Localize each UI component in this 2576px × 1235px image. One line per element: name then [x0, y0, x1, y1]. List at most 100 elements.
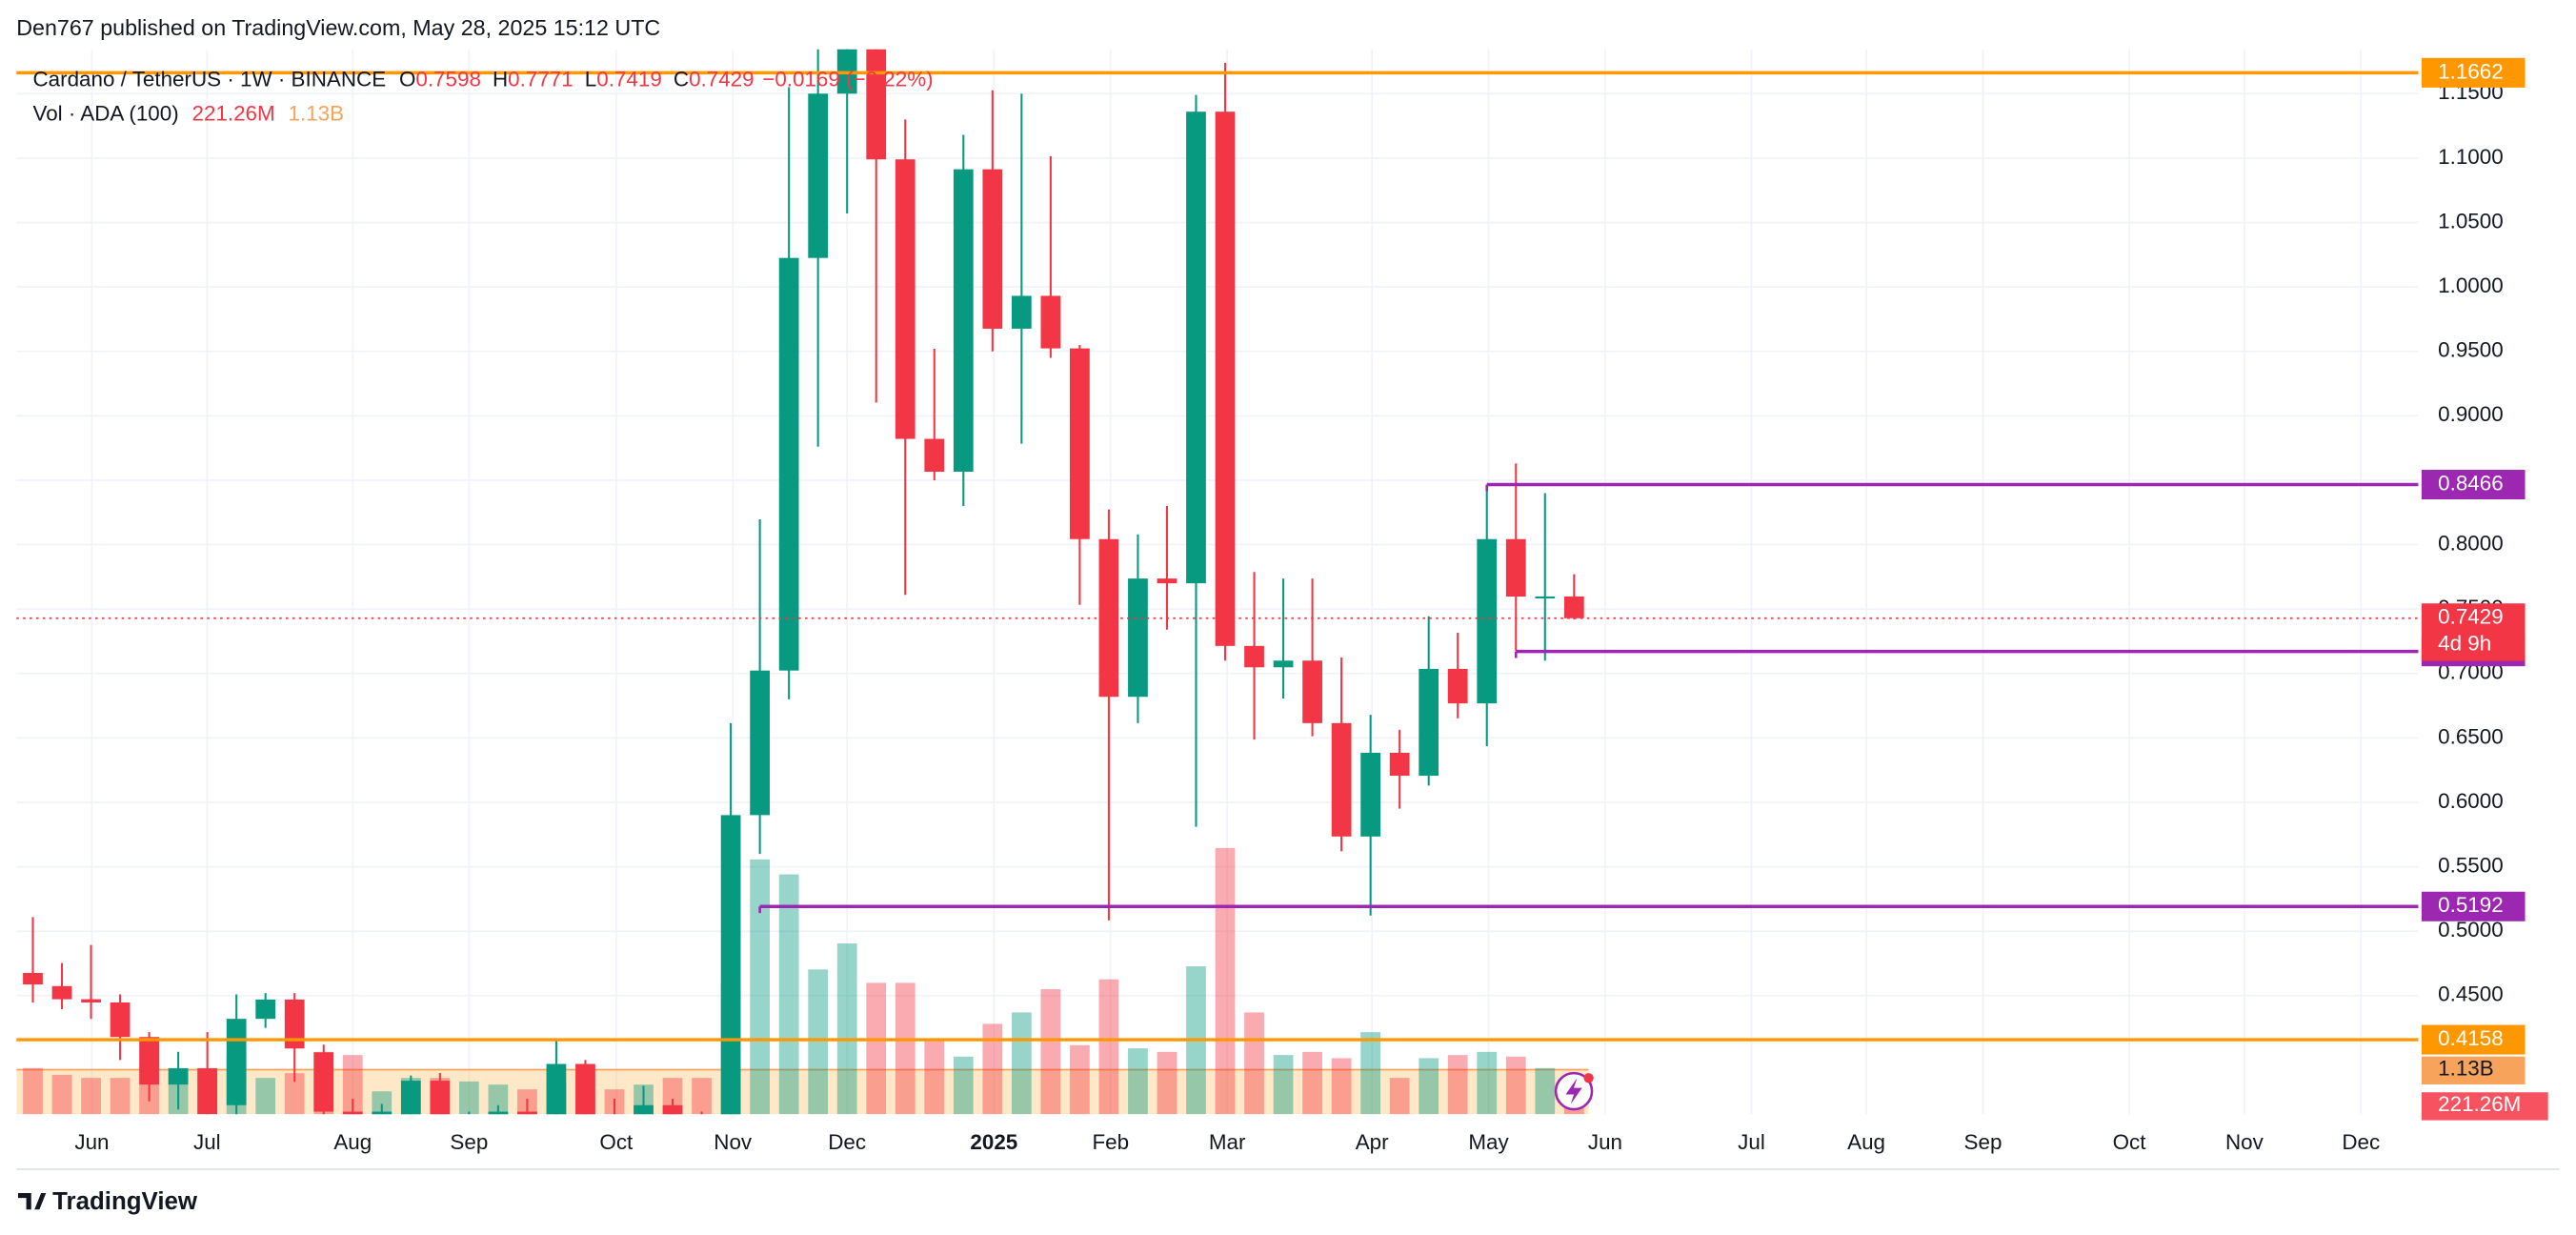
candle-body: [1186, 111, 1206, 584]
y-tick-label: 1.0500: [2438, 209, 2504, 233]
volume-last: 221.26M: [191, 102, 274, 126]
o-letter: O: [399, 67, 415, 91]
volume-bar: [1244, 1012, 1264, 1115]
x-tick-label: Sep: [450, 1130, 488, 1154]
volume-legend: Vol · ADA (100) 221.26M 1.13B: [32, 102, 344, 126]
level-tag: [2421, 891, 2526, 921]
y-tick-label: 1.1000: [2438, 145, 2504, 169]
volume-bar: [488, 1084, 509, 1115]
legend: Cardano / TetherUS · 1W · BINANCE O0.7598…: [32, 67, 933, 125]
candle-body: [662, 1104, 683, 1115]
y-tick-label: 0.9000: [2438, 402, 2504, 426]
x-tick-label: Jun: [74, 1130, 109, 1154]
x-tick-label: Jul: [1738, 1130, 1765, 1154]
y-tick-label: 0.9500: [2438, 338, 2504, 362]
volume-bar: [1505, 1056, 1526, 1115]
x-tick-label: Jun: [1588, 1130, 1622, 1154]
c-letter: C: [674, 67, 689, 91]
volume-bar: [953, 1056, 974, 1115]
h-letter: H: [493, 67, 508, 91]
volume-bar: [1360, 1032, 1381, 1115]
candle-body: [430, 1081, 451, 1115]
footer-text: TradingView: [52, 1188, 198, 1215]
volume-bar: [23, 1067, 43, 1115]
volume-bar: [1447, 1055, 1468, 1115]
open-value: 0.7598: [415, 67, 481, 91]
candle-body: [81, 999, 101, 1002]
candle-body: [634, 1104, 654, 1115]
candle-body: [1157, 578, 1177, 584]
candle-body: [1389, 752, 1410, 777]
candle-body: [1244, 645, 1264, 668]
level-tag-label: 0.8466: [2438, 471, 2504, 495]
candle-body: [255, 999, 276, 1020]
volume-bar: [1419, 1058, 1439, 1115]
y-tick-label: 0.6500: [2438, 724, 2504, 748]
level-tag: [2421, 1024, 2526, 1055]
candle-body: [1070, 348, 1090, 539]
legend-row: Cardano / TetherUS · 1W · BINANCE O0.7598…: [32, 67, 933, 91]
price-tag-label: 0.7429: [2438, 605, 2504, 629]
candle-body: [517, 1111, 537, 1115]
volume-bar: [778, 874, 799, 1115]
volume-bar: [692, 1078, 712, 1115]
x-tick-label: Dec: [2342, 1130, 2380, 1154]
volume-bar: [1331, 1058, 1352, 1115]
x-tick-label: 2025: [970, 1130, 1017, 1154]
candle-body: [1215, 111, 1236, 646]
y-tick-label: 0.4500: [2438, 982, 2504, 1006]
candle-body: [488, 1111, 509, 1115]
volume-bar: [662, 1078, 683, 1115]
candle-body: [1535, 596, 1556, 598]
x-tick-label: Mar: [1209, 1130, 1246, 1154]
volume-bar: [982, 1023, 1003, 1115]
candle-body: [110, 1002, 131, 1038]
candle-body: [1447, 668, 1468, 704]
volume-bar: [110, 1078, 131, 1115]
candle-body: [1040, 295, 1061, 349]
x-tick-label: Dec: [828, 1130, 866, 1154]
volume-bar: [895, 982, 916, 1115]
candle-body: [1128, 578, 1148, 698]
volume-bar: [866, 982, 887, 1115]
alert-icon: [1554, 1071, 1594, 1111]
candle-body: [808, 93, 829, 258]
y-tick-label: 1.0000: [2438, 273, 2504, 297]
volume-ma: 1.13B: [288, 102, 344, 126]
volume-bar: [1302, 1051, 1322, 1115]
candle-body: [139, 1037, 159, 1085]
x-tick-label: Sep: [1964, 1130, 2002, 1154]
symbol: Cardano / TetherUS · 1W · BINANCE: [32, 67, 386, 91]
candle-body: [1011, 295, 1032, 329]
candle-body: [1563, 596, 1584, 618]
candle-body: [924, 438, 945, 473]
candle-body: [778, 257, 799, 671]
candle-body: [284, 999, 305, 1049]
candle-body: [720, 815, 741, 1115]
x-tick-label: Oct: [2113, 1130, 2147, 1154]
candle-body: [342, 1111, 363, 1115]
candle-body: [197, 1068, 218, 1115]
candle-body: [168, 1068, 189, 1085]
candle-body: [866, 49, 887, 160]
volume-bar: [1128, 1048, 1148, 1115]
volume-bar: [1389, 1078, 1410, 1115]
y-tick-label: 0.5000: [2438, 918, 2504, 941]
level-tag-label: 0.4158: [2438, 1026, 2504, 1050]
candle-body: [1419, 668, 1439, 777]
volume-bar: [1535, 1067, 1556, 1115]
candle-body: [1273, 660, 1294, 668]
candle-body: [982, 169, 1003, 329]
volume-bar: [924, 1040, 945, 1115]
candle-body: [575, 1063, 595, 1115]
candle-body: [750, 670, 770, 816]
close-value: 0.7429: [689, 67, 755, 91]
candle-body: [313, 1052, 334, 1112]
volume-bar: [750, 859, 770, 1115]
x-tick-label: Jul: [193, 1130, 221, 1154]
high-value: 0.7771: [508, 67, 574, 91]
axis-layer: 0.45000.50000.55000.60000.65000.70000.75…: [74, 57, 2548, 1154]
x-tick-label: Aug: [333, 1130, 372, 1154]
candle-body: [546, 1063, 567, 1115]
level-tag: [2421, 57, 2526, 88]
